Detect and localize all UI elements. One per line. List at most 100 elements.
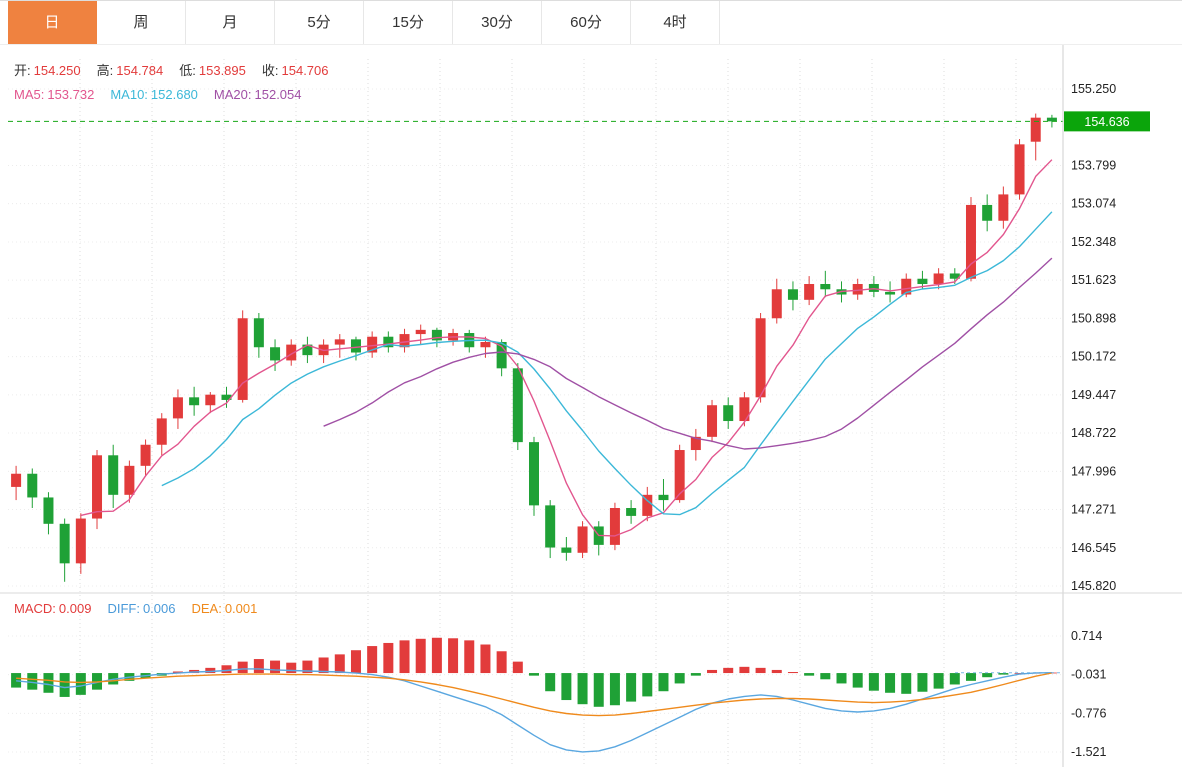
candle-body xyxy=(124,465,135,495)
macd-bar xyxy=(350,650,361,674)
macd-bar xyxy=(836,673,847,684)
macd-bar xyxy=(43,673,54,693)
tab-week[interactable]: 周 xyxy=(97,1,186,44)
macd-bar xyxy=(982,673,993,678)
candle-body xyxy=(399,334,410,348)
candle-body xyxy=(755,318,766,398)
current-price-badge: 154.636 xyxy=(1064,111,1150,132)
candle-body xyxy=(577,526,588,553)
candle-body xyxy=(723,405,734,422)
candle-body xyxy=(674,450,685,501)
ma20-line xyxy=(323,257,1053,450)
candle-body xyxy=(350,339,361,353)
candle-body xyxy=(270,347,281,361)
price-tick-label: 146.545 xyxy=(1071,541,1116,555)
macd-bar xyxy=(480,644,491,674)
candle-body xyxy=(885,291,896,295)
candle-body xyxy=(901,278,912,295)
macd-bar xyxy=(59,673,70,697)
candle-body xyxy=(690,436,701,451)
price-tick-label: 155.250 xyxy=(1071,82,1116,96)
candle-body xyxy=(140,444,151,466)
macd-tick-label: -1.521 xyxy=(1071,745,1106,759)
macd-bar xyxy=(286,662,297,674)
candle-body xyxy=(43,497,54,524)
macd-bar xyxy=(949,673,960,685)
candle-body xyxy=(480,341,491,348)
tab-day[interactable]: 日 xyxy=(8,1,97,44)
candle-body xyxy=(367,336,378,353)
tab-4hour[interactable]: 4时 xyxy=(631,1,720,44)
macd-tick-label: -0.776 xyxy=(1071,706,1106,720)
macd-bar xyxy=(431,637,442,674)
candle-body xyxy=(545,505,556,548)
macd-bar xyxy=(965,673,976,681)
macd-bar xyxy=(998,673,1009,675)
macd-bar xyxy=(852,673,863,688)
tab-30min[interactable]: 30分 xyxy=(453,1,542,44)
candle-body xyxy=(852,284,863,295)
macd-bar xyxy=(367,646,378,674)
dea-line xyxy=(16,672,1053,717)
candle-body xyxy=(189,397,200,406)
macd-bar xyxy=(383,642,394,674)
candle-body xyxy=(626,507,637,516)
macd-bar xyxy=(755,667,766,674)
ma10-line xyxy=(161,211,1053,516)
ma-lines xyxy=(80,159,1053,537)
macd-bar xyxy=(658,673,669,692)
gridlines xyxy=(8,59,1063,767)
macd-tick-label: 0.714 xyxy=(1071,629,1102,643)
candle-body xyxy=(658,494,669,501)
price-tick-label: 145.820 xyxy=(1071,579,1116,593)
macd-bar xyxy=(464,640,475,674)
candle-body xyxy=(253,318,264,348)
macd-bar xyxy=(496,651,507,674)
candle-body xyxy=(27,473,38,498)
macd-bar xyxy=(318,657,329,674)
macd-bar xyxy=(205,667,216,674)
tab-60min[interactable]: 60分 xyxy=(542,1,631,44)
macd-bar xyxy=(787,672,798,674)
candle-body xyxy=(512,368,523,443)
macd-bar xyxy=(561,673,572,701)
candle-body xyxy=(205,394,216,406)
macd-histogram xyxy=(11,637,1057,707)
macd-bar xyxy=(933,673,944,689)
tab-month[interactable]: 月 xyxy=(186,1,275,44)
tab-15min[interactable]: 15分 xyxy=(364,1,453,44)
macd-bar xyxy=(917,673,928,692)
macd-bar xyxy=(237,661,248,674)
candle-body xyxy=(561,547,572,553)
price-tick-label: 152.348 xyxy=(1071,235,1116,249)
macd-bar xyxy=(820,673,831,680)
candle-body xyxy=(75,518,86,564)
macd-bar xyxy=(707,669,718,674)
price-macd-chart[interactable]: 155.250 153.799 153.074 152.348 151.623 150.8… xyxy=(0,45,1182,767)
candle-body xyxy=(707,405,718,437)
macd-bar xyxy=(885,673,896,693)
macd-bar xyxy=(253,659,264,674)
macd-bar xyxy=(771,669,782,674)
candle-body xyxy=(59,523,70,564)
candle-body xyxy=(982,204,993,221)
candle-body xyxy=(609,507,620,545)
macd-bar xyxy=(448,638,459,674)
ma5-line xyxy=(80,159,1053,537)
candle-body xyxy=(334,339,345,345)
candle-body xyxy=(804,284,815,300)
price-tick-label: 149.447 xyxy=(1071,388,1116,402)
macd-bar xyxy=(302,660,313,674)
candle-body xyxy=(642,494,653,516)
macd-bar xyxy=(529,673,539,676)
candle-body xyxy=(933,273,944,285)
macd-bar xyxy=(27,673,38,690)
macd-bar xyxy=(415,638,426,674)
candle-body xyxy=(302,344,313,356)
price-tick-label: 147.271 xyxy=(1071,503,1116,517)
macd-bar xyxy=(626,673,637,702)
macd-bar xyxy=(868,673,879,691)
candle-body xyxy=(529,442,539,506)
tab-5min[interactable]: 5分 xyxy=(275,1,364,44)
candle-body xyxy=(496,341,507,369)
